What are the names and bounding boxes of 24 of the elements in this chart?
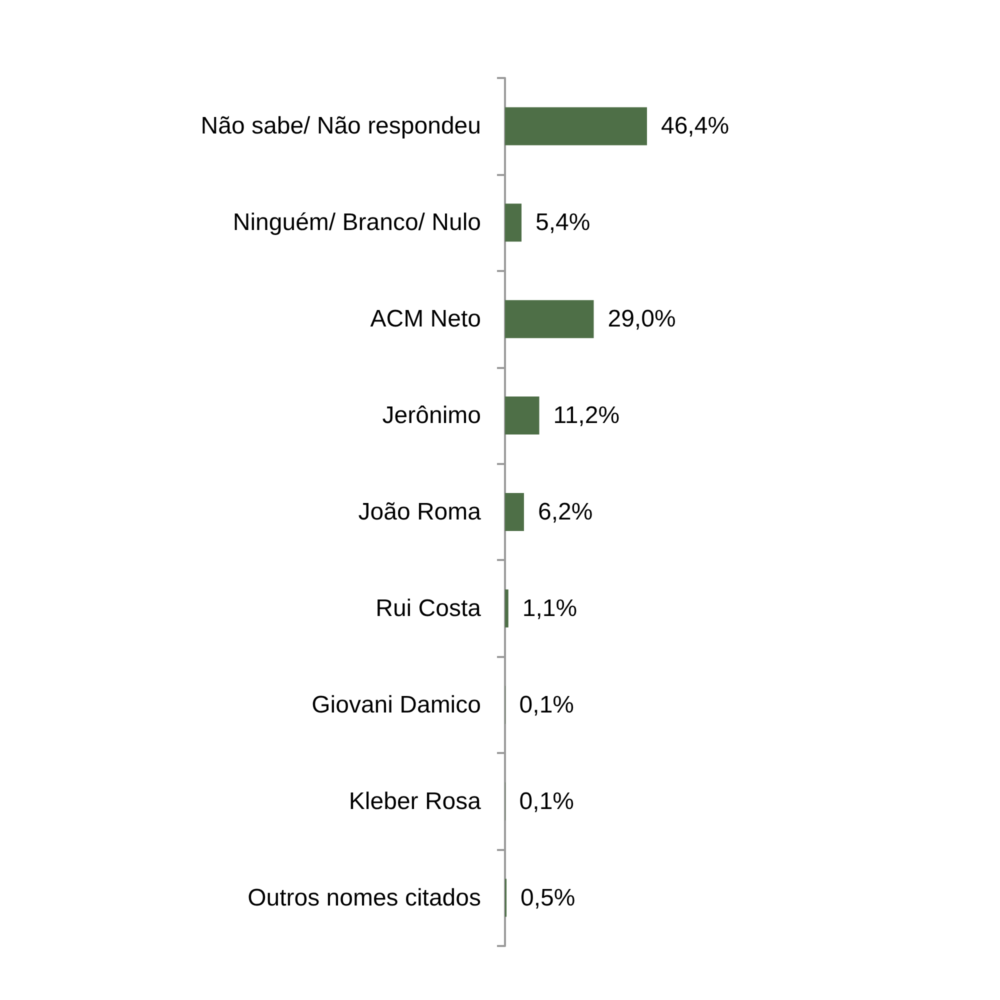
y-tick-label: Não sabe/ Não respondeu bbox=[200, 112, 481, 140]
data-label: 11,2% bbox=[553, 402, 620, 430]
data-label: 46,4% bbox=[660, 112, 730, 140]
bar bbox=[505, 300, 594, 338]
data-label: 6,2% bbox=[538, 498, 593, 526]
data-label: 0,5% bbox=[520, 884, 576, 912]
y-tick-label: Jerônimo bbox=[382, 402, 481, 430]
data-label: 29,0% bbox=[608, 306, 676, 333]
y-tick-label: ACM Neto bbox=[370, 306, 481, 333]
data-label: 0,1% bbox=[519, 691, 574, 718]
y-tick-label: João Roma bbox=[358, 498, 482, 526]
bar bbox=[505, 204, 522, 242]
data-label: 5,4% bbox=[536, 209, 590, 236]
data-label: 1,1% bbox=[522, 594, 578, 622]
bar bbox=[505, 589, 508, 628]
y-tick-label: Rui Costa bbox=[376, 594, 482, 622]
bar bbox=[505, 107, 647, 146]
y-tick-label: Kleber Rosa bbox=[348, 788, 482, 815]
bar bbox=[505, 396, 540, 435]
y-tick-label: Outros nomes citados bbox=[248, 884, 481, 912]
data-label: 0,1% bbox=[519, 788, 574, 815]
y-tick-label: Ninguém/ Branco/ Nulo bbox=[232, 209, 481, 236]
bar bbox=[505, 493, 524, 531]
y-tick-label: Giovani Damico bbox=[312, 691, 481, 718]
